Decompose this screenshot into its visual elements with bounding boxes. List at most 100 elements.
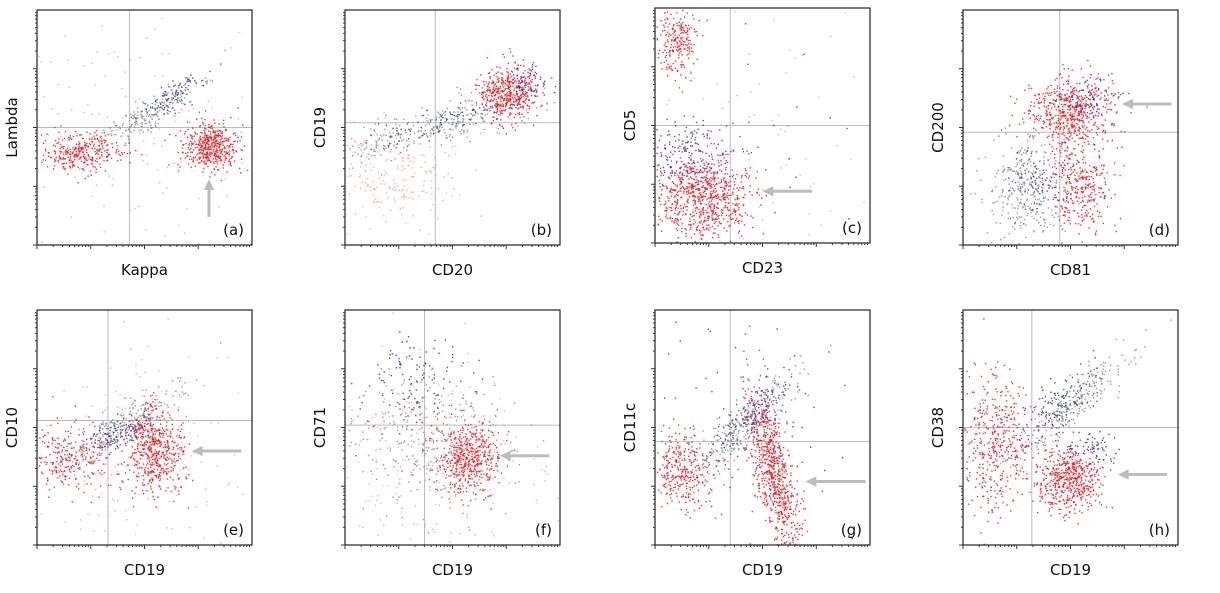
event-dot [125, 143, 126, 144]
event-dot [1083, 112, 1084, 113]
event-dot [161, 18, 162, 19]
event-dot [702, 209, 703, 210]
event-dot [525, 91, 526, 92]
event-dot [203, 130, 204, 131]
event-dot [493, 82, 494, 83]
event-dot [426, 120, 427, 121]
event-dot [718, 182, 719, 183]
event-dot [1049, 164, 1050, 165]
event-dot [92, 141, 93, 142]
event-dot [94, 148, 95, 149]
event-dot [714, 143, 715, 144]
event-dot [407, 146, 408, 147]
event-dot [1055, 206, 1056, 207]
event-dot [348, 176, 349, 177]
event-dot [362, 206, 363, 207]
event-dot [748, 122, 749, 123]
event-dot [57, 84, 58, 85]
event-dot [163, 95, 164, 96]
event-dot [460, 102, 461, 103]
event-dot [435, 165, 436, 166]
event-dot [490, 101, 491, 102]
event-dot [993, 214, 994, 215]
event-dot [205, 139, 206, 140]
event-dot [689, 196, 690, 197]
event-dot [1058, 162, 1059, 163]
event-dot [360, 156, 361, 157]
event-dot [1113, 123, 1114, 124]
event-dot [689, 218, 690, 219]
event-dot [1037, 190, 1038, 191]
event-dot [704, 176, 705, 177]
event-dot [1094, 94, 1095, 95]
event-dot [112, 185, 113, 186]
plot-area [37, 10, 252, 245]
event-dot [1043, 230, 1044, 231]
events [970, 60, 1147, 244]
event-dot [746, 176, 747, 177]
event-dot [671, 160, 672, 161]
event-dot [510, 86, 511, 87]
event-dot [1025, 206, 1026, 207]
event-dot [669, 142, 670, 143]
event-dot [1085, 135, 1086, 136]
event-dot [496, 76, 497, 77]
event-dot [67, 157, 68, 158]
event-dot [214, 174, 215, 175]
event-dot [52, 109, 53, 110]
event-dot [457, 125, 458, 126]
event-dot [211, 126, 212, 127]
event-dot [388, 145, 389, 146]
event-dot [1071, 124, 1072, 125]
event-dot [423, 133, 424, 134]
event-dot [523, 101, 524, 102]
event-dot [477, 113, 478, 114]
event-dot [688, 187, 689, 188]
event-dot [705, 189, 706, 190]
event-dot [370, 190, 371, 191]
event-dot [218, 133, 219, 134]
event-dot [1068, 119, 1069, 120]
event-dot [1043, 156, 1044, 157]
event-dot [510, 100, 511, 101]
y-axis-label: CD19 [311, 107, 329, 148]
event-dot [508, 116, 509, 117]
event-dot [439, 130, 440, 131]
event-dot [1028, 206, 1029, 207]
event-dot [1078, 144, 1079, 145]
event-dot [693, 205, 694, 206]
event-dot [1025, 237, 1026, 238]
event-dot [995, 186, 996, 187]
event-dot [59, 151, 60, 152]
event-dot [92, 163, 93, 164]
event-dot [663, 167, 664, 168]
event-dot [464, 107, 465, 108]
event-dot [1078, 138, 1079, 139]
event-dot [1057, 115, 1058, 116]
event-dot [1048, 187, 1049, 188]
event-dot [1045, 222, 1046, 223]
event-dot [736, 95, 737, 96]
event-dot [1053, 131, 1054, 132]
event-dot [1005, 179, 1006, 180]
event-dot [1046, 107, 1047, 108]
event-dot [694, 201, 695, 202]
event-dot [705, 179, 706, 180]
event-dot [1042, 191, 1043, 192]
event-dot [1085, 128, 1086, 129]
event-dot [218, 154, 219, 155]
event-dot [364, 139, 365, 140]
event-dot [1042, 187, 1043, 188]
event-dot [527, 105, 528, 106]
event-dot [193, 143, 194, 144]
event-dot [492, 107, 493, 108]
event-dot [1097, 134, 1098, 135]
event-dot [1067, 177, 1068, 178]
event-dot [511, 81, 512, 82]
event-dot [135, 101, 136, 102]
event-dot [183, 85, 184, 86]
event-dot [677, 47, 678, 48]
event-dot [498, 81, 499, 82]
event-dot [241, 136, 242, 137]
event-dot [1093, 167, 1094, 168]
